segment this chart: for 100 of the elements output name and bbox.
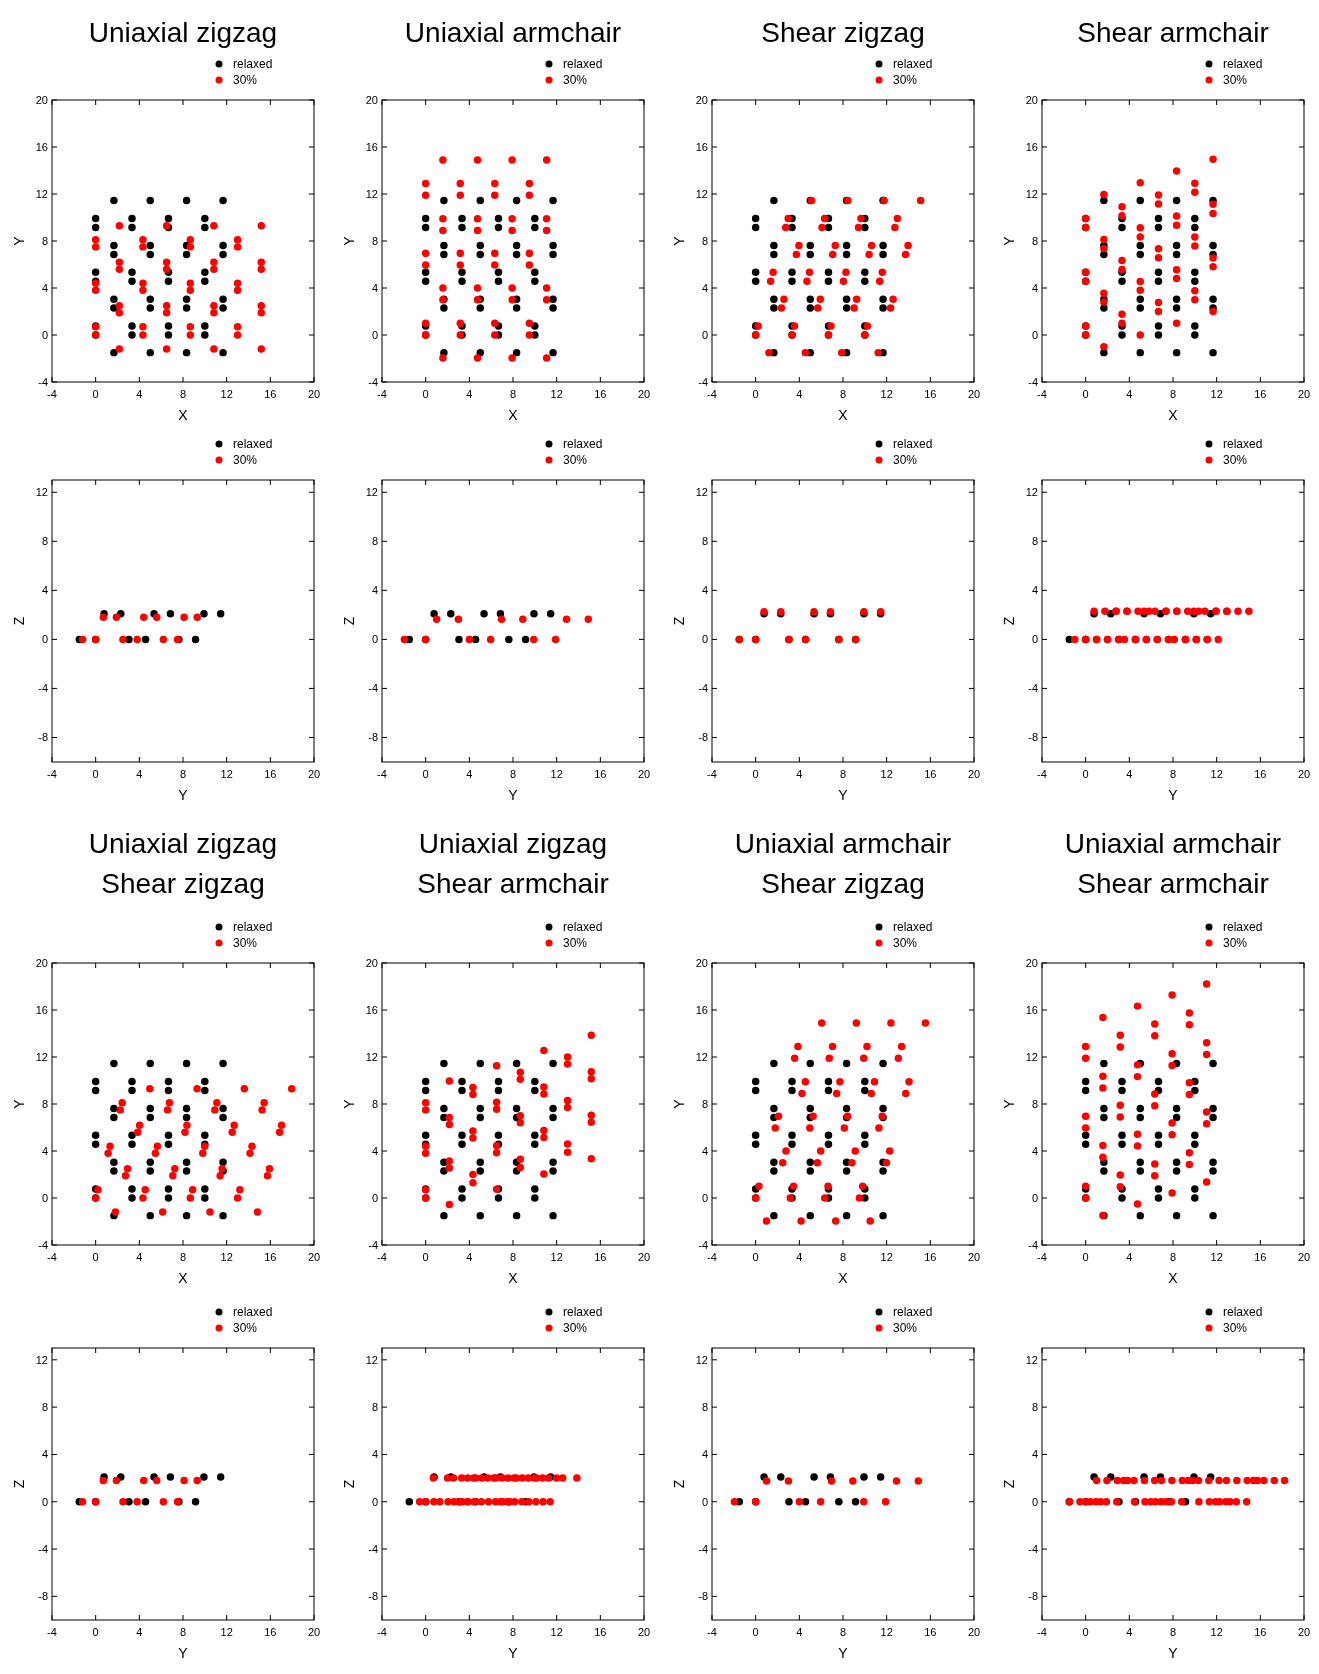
y-tick-label: 16 bbox=[1025, 1004, 1038, 1016]
y-tick-label: 4 bbox=[701, 1145, 708, 1157]
legend-label: 30% bbox=[893, 936, 918, 950]
y-axis-title: Z bbox=[1001, 1479, 1017, 1489]
y-axis-title: Y bbox=[671, 1098, 687, 1109]
y-tick-label: -4 bbox=[38, 1543, 48, 1556]
y-tick-label: 12 bbox=[695, 1353, 708, 1366]
y-tick-label: 8 bbox=[701, 535, 708, 548]
x-tick-label: 0 bbox=[92, 768, 99, 780]
x-tick-label: 0 bbox=[422, 1626, 429, 1638]
legend-label: 30% bbox=[893, 1321, 918, 1335]
legend-label: 30% bbox=[233, 453, 258, 467]
y-tick-label: 12 bbox=[1025, 486, 1038, 499]
chart-title: Uniaxial armchair Shear armchair bbox=[1064, 828, 1282, 899]
y-tick-label: 0 bbox=[701, 633, 708, 646]
y-tick-label: -4 bbox=[38, 682, 48, 695]
y-tick-label: 0 bbox=[41, 1495, 48, 1508]
x-tick-label: 8 bbox=[509, 768, 517, 780]
y-tick-label: 4 bbox=[701, 1448, 708, 1461]
y-tick-label: 12 bbox=[695, 1051, 708, 1063]
y-axis-title: Z bbox=[341, 616, 357, 626]
x-tick-label: 12 bbox=[1210, 388, 1223, 400]
y-tick-label: 8 bbox=[1031, 235, 1038, 247]
legend-label: 30% bbox=[893, 453, 918, 467]
y-tick-label: -4 bbox=[38, 1239, 48, 1251]
y-tick-label: 0 bbox=[371, 1495, 378, 1508]
x-tick-label: 16 bbox=[1254, 388, 1267, 400]
chart-title: Uniaxial zigzag Shear armchair bbox=[417, 828, 609, 899]
x-tick-label: 4 bbox=[1126, 1626, 1133, 1638]
x-tick-label: 4 bbox=[136, 1626, 143, 1638]
y-tick-label: -4 bbox=[698, 376, 708, 388]
y-tick-label: -4 bbox=[1028, 1543, 1038, 1556]
y-axis-title: Z bbox=[11, 616, 27, 626]
legend-label: relaxed bbox=[1223, 1305, 1263, 1319]
legend-label: relaxed bbox=[893, 57, 933, 71]
y-tick-label: 16 bbox=[365, 1004, 378, 1016]
y-tick-label: 0 bbox=[701, 329, 708, 341]
x-tick-label: 16 bbox=[1254, 1251, 1267, 1263]
legend-label: 30% bbox=[893, 73, 918, 87]
y-tick-label: 16 bbox=[35, 141, 48, 153]
x-tick-label: 12 bbox=[220, 1251, 233, 1263]
y-tick-label: 12 bbox=[35, 486, 48, 499]
x-axis-title: Y bbox=[178, 787, 189, 803]
x-tick-label: 8 bbox=[179, 1626, 187, 1638]
x-tick-label: 4 bbox=[466, 388, 473, 400]
y-tick-label: 20 bbox=[695, 957, 708, 969]
x-axis-title: Y bbox=[838, 1645, 849, 1661]
y-tick-label: 4 bbox=[1031, 282, 1038, 294]
y-tick-label: 4 bbox=[1031, 1448, 1038, 1461]
y-axis-title: Y bbox=[1001, 1098, 1017, 1109]
y-tick-label: 20 bbox=[695, 94, 708, 106]
legend-label: 30% bbox=[233, 936, 258, 950]
y-tick-label: 0 bbox=[1031, 1495, 1038, 1508]
x-axis-title: Y bbox=[508, 787, 519, 803]
x-tick-label: 12 bbox=[550, 1251, 563, 1263]
x-tick-label: 20 bbox=[967, 1251, 981, 1263]
x-tick-label: 0 bbox=[1082, 1626, 1089, 1638]
x-tick-label: 4 bbox=[796, 1626, 803, 1638]
x-axis-title: X bbox=[1168, 1270, 1179, 1286]
x-tick-label: 8 bbox=[1169, 388, 1177, 400]
y-tick-label: 12 bbox=[35, 188, 48, 200]
chart-title: Uniaxial armchair Shear zigzag bbox=[734, 828, 952, 899]
x-tick-label: 8 bbox=[1169, 768, 1177, 780]
y-tick-label: 8 bbox=[41, 1401, 48, 1414]
x-tick-label: 12 bbox=[550, 768, 563, 780]
y-tick-label: -4 bbox=[368, 1239, 378, 1251]
x-tick-label: 8 bbox=[839, 1251, 847, 1263]
y-tick-label: 12 bbox=[1025, 1051, 1038, 1063]
y-tick-label: -8 bbox=[38, 1590, 48, 1603]
y-tick-label: -8 bbox=[698, 1590, 708, 1603]
x-tick-label: 0 bbox=[422, 1251, 429, 1263]
y-tick-label: 4 bbox=[1031, 584, 1038, 597]
y-tick-label: 8 bbox=[701, 235, 708, 247]
y-tick-label: -4 bbox=[368, 376, 378, 388]
x-tick-label: 8 bbox=[179, 1251, 187, 1263]
x-tick-label: 16 bbox=[264, 388, 277, 400]
y-tick-label: -4 bbox=[38, 376, 48, 388]
y-axis-title: Z bbox=[671, 1479, 687, 1489]
legend-label: 30% bbox=[563, 73, 588, 87]
x-tick-label: 8 bbox=[509, 388, 517, 400]
y-tick-label: -8 bbox=[1028, 731, 1038, 744]
x-tick-label: 20 bbox=[307, 768, 321, 780]
x-tick-label: 16 bbox=[264, 768, 277, 780]
legend-label: relaxed bbox=[563, 1305, 603, 1319]
x-tick-label: 12 bbox=[550, 1626, 563, 1638]
y-tick-label: 8 bbox=[41, 1098, 48, 1110]
x-tick-label: 16 bbox=[924, 388, 937, 400]
y-tick-label: 12 bbox=[365, 188, 378, 200]
y-tick-label: 16 bbox=[695, 1004, 708, 1016]
legend-label: relaxed bbox=[563, 57, 603, 71]
y-tick-label: 4 bbox=[41, 282, 48, 294]
y-tick-label: 0 bbox=[1031, 1192, 1038, 1204]
y-tick-label: -4 bbox=[698, 1543, 708, 1556]
x-axis-title: Y bbox=[1168, 787, 1179, 803]
y-tick-label: -4 bbox=[1028, 1239, 1038, 1251]
x-tick-label: 20 bbox=[637, 768, 651, 780]
y-tick-label: 8 bbox=[1031, 535, 1038, 548]
x-tick-label: 4 bbox=[136, 388, 143, 400]
y-tick-label: 0 bbox=[41, 1192, 48, 1204]
x-tick-label: 0 bbox=[1082, 768, 1089, 780]
